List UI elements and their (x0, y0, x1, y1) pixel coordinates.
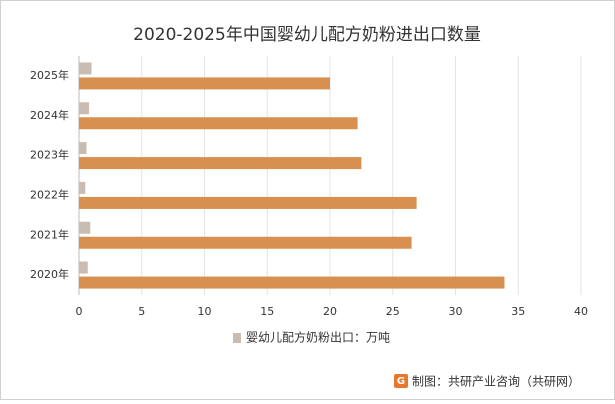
x-tick-label: 20 (323, 305, 337, 318)
y-tick-label: 2021年 (30, 227, 69, 241)
chart-title: 2020-2025年中国婴幼儿配方奶粉进出口数量 (133, 25, 481, 45)
x-tick-label: 0 (76, 305, 83, 318)
bar (79, 62, 92, 75)
y-tick-label: 2022年 (30, 187, 69, 201)
x-tick-label: 40 (574, 305, 588, 318)
bar (79, 157, 362, 170)
x-tick-label: 25 (386, 305, 400, 318)
y-tick-label: 2025年 (30, 68, 69, 82)
bar (79, 276, 505, 289)
legend-label: 婴幼儿配方奶粉出口：万吨 (246, 330, 390, 345)
source: 制图：共研产业咨询（共研网） (412, 374, 580, 389)
bar (79, 261, 88, 274)
bar (79, 196, 417, 209)
x-tick-label: 30 (449, 305, 463, 318)
bar (79, 102, 90, 115)
y-tick-label: 2020年 (30, 267, 69, 281)
svg-text:G: G (397, 376, 405, 387)
x-tick-label: 5 (138, 305, 145, 318)
bar (79, 117, 358, 130)
bar (79, 142, 87, 155)
bar (79, 77, 330, 90)
logo: G (394, 374, 408, 388)
legend-swatch (233, 333, 241, 343)
x-tick-label: 15 (260, 305, 274, 318)
x-tick-label: 35 (511, 305, 525, 318)
bar (79, 181, 86, 194)
bar (79, 236, 412, 249)
x-tick-label: 10 (198, 305, 212, 318)
y-tick-label: 2024年 (30, 108, 69, 122)
bar (79, 221, 91, 234)
y-tick-label: 2023年 (30, 148, 69, 162)
